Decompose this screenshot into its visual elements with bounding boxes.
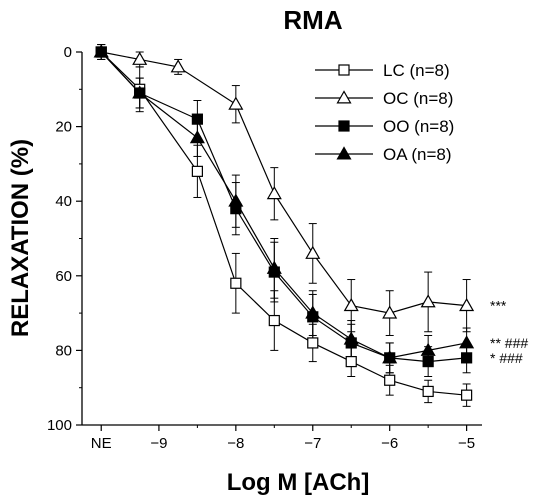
data-point (382, 350, 398, 364)
data-point (422, 355, 434, 368)
data-point (266, 186, 282, 200)
data-point (191, 165, 203, 177)
legend: LC (n=8) OC (n=8) OO (n=8) OA (n=8) (315, 61, 454, 164)
data-point (345, 355, 357, 368)
data-point (343, 331, 359, 345)
data-point (266, 260, 282, 274)
data-point (459, 335, 475, 349)
x-axis-label: Log M [ACh] (227, 469, 370, 496)
x-tick-label: −9 (150, 435, 167, 452)
data-point (459, 297, 475, 312)
y-tick-label: 80 (55, 342, 72, 359)
legend-label: LC (n=8) (383, 61, 450, 80)
data-point (305, 245, 321, 259)
data-point (268, 314, 280, 327)
significance-annotations: *** ** ###* ### (490, 298, 528, 366)
y-axis-label: RELAXATION (%) (7, 139, 34, 337)
data-point (461, 352, 473, 364)
legend-item-2: OO (n=8) (315, 117, 454, 136)
x-tick-label: −8 (227, 435, 244, 452)
data-point (338, 64, 350, 76)
y-tick-label: 40 (55, 193, 72, 210)
x-tick-label: NE (91, 435, 112, 452)
y-tick-label: 20 (55, 119, 72, 136)
data-point (384, 374, 396, 386)
legend-label: OC (n=8) (383, 89, 453, 108)
annotation: * ### (490, 350, 523, 366)
axes: 0 20 40 60 80 100 NE −9 −8 −7 −6 −5 (47, 44, 482, 452)
data-point (336, 146, 352, 160)
legend-label: OO (n=8) (383, 117, 454, 136)
series-layer (93, 44, 475, 407)
x-tick-label: −7 (304, 435, 321, 452)
series-markers-1 (93, 44, 475, 319)
data-point (305, 305, 321, 319)
data-point (420, 294, 436, 308)
series-line (100, 51, 467, 363)
y-tick-label: 0 (64, 44, 72, 61)
x-tick-label: −6 (381, 435, 398, 452)
legend-item-0: LC (n=8) (315, 61, 450, 80)
annotation: ** ### (490, 335, 528, 351)
series-line (100, 51, 467, 396)
data-point (191, 113, 203, 125)
data-point (189, 130, 205, 144)
data-point (422, 385, 434, 398)
data-point (132, 51, 148, 65)
data-point (461, 389, 473, 401)
data-point (228, 193, 244, 207)
y-tick-label: 60 (55, 268, 72, 285)
legend-item-3: OA (n=8) (315, 145, 452, 164)
data-point (420, 342, 436, 356)
legend-label: OA (n=8) (383, 145, 452, 164)
data-point (382, 305, 398, 319)
data-point (307, 337, 319, 349)
data-point (343, 297, 359, 312)
data-point (170, 59, 186, 73)
series-markers-3 (93, 44, 475, 364)
chart-title: RMA (283, 5, 342, 35)
data-point (132, 85, 148, 99)
series-line (100, 51, 467, 359)
legend-item-1: OC (n=8) (315, 89, 453, 108)
data-point (228, 96, 244, 110)
data-point (93, 44, 109, 58)
x-tick-label: −5 (458, 435, 475, 452)
data-point (338, 120, 350, 132)
data-point (230, 277, 242, 289)
data-point (336, 90, 352, 104)
series-line (101, 51, 467, 314)
annotation: *** (490, 298, 507, 314)
y-tick-label: 100 (47, 417, 72, 434)
